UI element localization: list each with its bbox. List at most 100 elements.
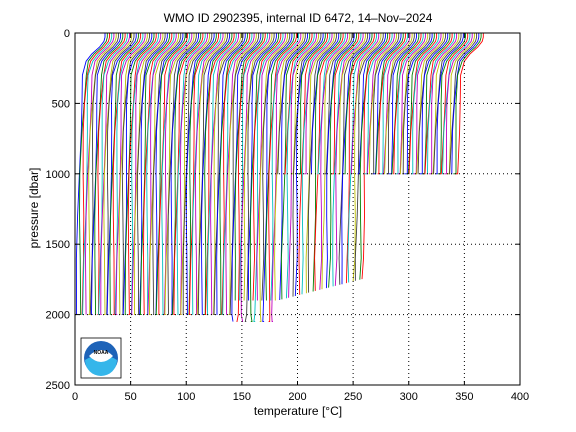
profile-line (444, 33, 473, 175)
profile-line (411, 33, 440, 175)
profile-line (373, 33, 402, 175)
profile-line (419, 33, 449, 175)
profile-line (437, 33, 466, 175)
profile-line (439, 33, 469, 175)
profile-line (446, 33, 475, 175)
profile-line (98, 33, 128, 316)
profile-line (170, 33, 199, 316)
x-tick-label: 300 (400, 391, 418, 403)
profile-line (158, 33, 188, 316)
profile-line (433, 33, 462, 175)
profile-line (167, 33, 197, 316)
profile-line (366, 33, 395, 175)
y-tick-label: 2000 (46, 310, 70, 322)
profile-line (179, 33, 208, 316)
profile-line (152, 33, 182, 316)
profile-line (85, 33, 115, 315)
profile-line (352, 33, 382, 282)
profile-line (305, 33, 335, 294)
profile-line (75, 33, 106, 316)
y-tick-label: 1000 (46, 169, 70, 181)
profile-line (91, 33, 122, 316)
profile-line (368, 33, 397, 175)
profile-line (176, 33, 206, 316)
profile-line (384, 33, 413, 175)
profile-line (234, 33, 264, 301)
profile-line (253, 33, 284, 323)
profile-line (182, 33, 213, 316)
profile-line (173, 33, 204, 316)
profile-line (301, 33, 331, 295)
profile-line (375, 33, 404, 175)
profile-line (354, 33, 384, 281)
profile-line (304, 33, 333, 175)
profile-line (79, 33, 108, 316)
profile-line (415, 33, 444, 175)
profile-line (294, 33, 324, 297)
profile-line (127, 33, 157, 316)
profile-line (453, 33, 482, 175)
profile-line (338, 33, 369, 285)
profile-line (155, 33, 184, 316)
profile-line (435, 33, 464, 175)
profile-line (262, 33, 293, 323)
profile-line (332, 33, 362, 287)
profile-line (216, 33, 246, 316)
profile-line (97, 33, 126, 316)
profile-line (118, 33, 148, 316)
profile-line (324, 33, 353, 175)
profile-line (231, 33, 262, 322)
profile-line (191, 33, 222, 316)
profile-line (448, 33, 478, 175)
profile-line (277, 33, 306, 175)
profile-line (317, 33, 346, 175)
profile-line (201, 33, 231, 316)
profile-line (197, 33, 228, 316)
profile-line (279, 33, 308, 301)
profile-line (204, 33, 233, 316)
profile-line (213, 33, 244, 316)
profile-line (341, 33, 371, 285)
profile-line (139, 33, 171, 316)
profile-line (350, 33, 380, 175)
profile-line (228, 33, 257, 316)
profile-line (225, 33, 255, 316)
profile-line (310, 33, 340, 175)
profile-line (100, 33, 130, 316)
profile-line (149, 33, 179, 316)
profile-line (347, 33, 377, 283)
profile-line (81, 33, 110, 316)
profile-line (428, 33, 458, 175)
profile-line (390, 33, 420, 175)
profile-line (137, 33, 166, 316)
profile-line (328, 33, 357, 288)
profile-line (207, 33, 237, 316)
noaa-logo-text: NOAA (94, 350, 109, 356)
profile-line (370, 33, 400, 175)
profile-line (288, 33, 317, 298)
profile-line (451, 33, 480, 175)
profile-line (143, 33, 173, 316)
profile-line (106, 33, 135, 316)
profile-line (240, 33, 271, 323)
profile-line (386, 33, 415, 175)
profile-line (205, 33, 235, 316)
profile-line (330, 33, 360, 175)
profile-line (180, 33, 211, 316)
y-tick-label: 1500 (46, 239, 70, 251)
profile-line (297, 33, 326, 175)
profile-line (130, 33, 159, 316)
profile-line (131, 33, 162, 316)
profile-line (314, 33, 344, 291)
x-tick-label: 250 (344, 391, 362, 403)
profile-line (402, 33, 431, 175)
profile-line (413, 33, 442, 175)
x-tick-label: 50 (125, 391, 137, 403)
x-tick-label: 350 (455, 391, 473, 403)
profile-line (424, 33, 453, 175)
profile-line (109, 33, 139, 316)
profile-line (222, 33, 253, 316)
profile-line (221, 33, 251, 316)
x-tick-label: 150 (233, 391, 251, 403)
profile-line (404, 33, 433, 175)
